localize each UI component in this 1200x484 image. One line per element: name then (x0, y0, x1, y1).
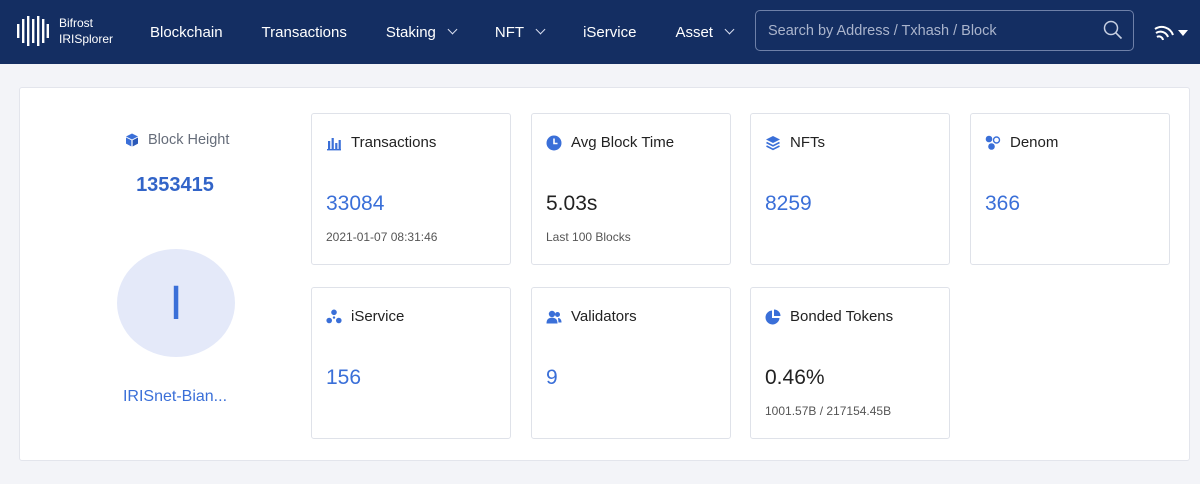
denom-card: Denom 366 (970, 113, 1170, 265)
card-title: iService (351, 308, 405, 325)
bonded-tokens-percent: 0.46% (765, 366, 825, 389)
validator-name-link[interactable]: IRISnet-Bian... (122, 388, 228, 405)
nfts-count[interactable]: 8259 (765, 192, 812, 215)
logo-line1: Bifrost (59, 16, 94, 30)
transactions-card: Transactions 33084 2021-01-07 08:31:46 (311, 113, 511, 265)
nav-iservice[interactable]: iService (583, 23, 637, 41)
iservice-card: iService 156 (311, 287, 511, 439)
card-title: Validators (571, 308, 637, 325)
card-title: NFTs (790, 134, 825, 151)
avg-block-time-sub: Last 100 Blocks (546, 230, 631, 244)
layers-icon (766, 135, 780, 150)
overview-panel: Block Height 1353415 I IRISnet-Bian... T… (19, 87, 1190, 461)
block-height-label: Block Height (125, 132, 229, 148)
iservice-count[interactable]: 156 (326, 366, 362, 389)
block-height-value[interactable]: 1353415 (136, 174, 214, 196)
chevron-down-icon (447, 24, 458, 35)
network-switcher[interactable] (1153, 17, 1189, 45)
logo-line2: IRISplorer (59, 32, 114, 46)
nfts-card: NFTs 8259 (750, 113, 950, 265)
validators-card: Validators 9 (531, 287, 731, 439)
denom-icon (985, 135, 1001, 150)
nav-blockchain[interactable]: Blockchain (150, 23, 223, 41)
validators-count[interactable]: 9 (546, 366, 558, 389)
users-icon (546, 310, 562, 323)
avg-block-time-value: 5.03s (546, 192, 598, 215)
bonded-tokens-card: Bonded Tokens 0.46% 1001.57B / 217154.45… (750, 287, 950, 439)
top-navbar: Bifrost IRISplorer Blockchain Transactio… (0, 0, 1200, 64)
clock-icon (546, 135, 562, 150)
card-title: Transactions (351, 134, 437, 151)
card-title: Denom (1010, 134, 1059, 151)
search-icon[interactable] (1103, 20, 1123, 40)
caret-down-icon (1178, 30, 1188, 36)
nav-nft[interactable]: NFT (495, 24, 546, 41)
bonded-tokens-sub: 1001.57B / 217154.45B (765, 404, 892, 418)
pie-chart-icon (765, 309, 781, 324)
bar-chart-icon (327, 137, 341, 150)
logo-icon (17, 16, 49, 46)
iservice-icon (326, 309, 342, 323)
network-icon (1154, 26, 1174, 41)
card-title: Avg Block Time (571, 134, 675, 151)
denom-count[interactable]: 366 (985, 192, 1021, 215)
validator-avatar: I (117, 249, 235, 357)
main-nav: Blockchain Transactions Staking NFT iSer… (150, 0, 772, 64)
card-title: Bonded Tokens (790, 308, 894, 325)
cube-icon (126, 133, 138, 147)
nav-staking[interactable]: Staking (386, 24, 458, 41)
search-input[interactable] (768, 11, 1088, 50)
nav-asset[interactable]: Asset (675, 24, 735, 41)
logo-text: Bifrost IRISplorer (59, 15, 113, 47)
avg-block-time-card: Avg Block Time 5.03s Last 100 Blocks (531, 113, 731, 265)
chevron-down-icon (535, 24, 546, 35)
transactions-count[interactable]: 33084 (326, 192, 385, 215)
search-box (755, 10, 1134, 51)
latest-tx-time: 2021-01-07 08:31:46 (326, 230, 438, 244)
chevron-down-icon (724, 24, 735, 35)
logo[interactable]: Bifrost IRISplorer (17, 13, 127, 49)
nav-transactions[interactable]: Transactions (261, 23, 347, 41)
